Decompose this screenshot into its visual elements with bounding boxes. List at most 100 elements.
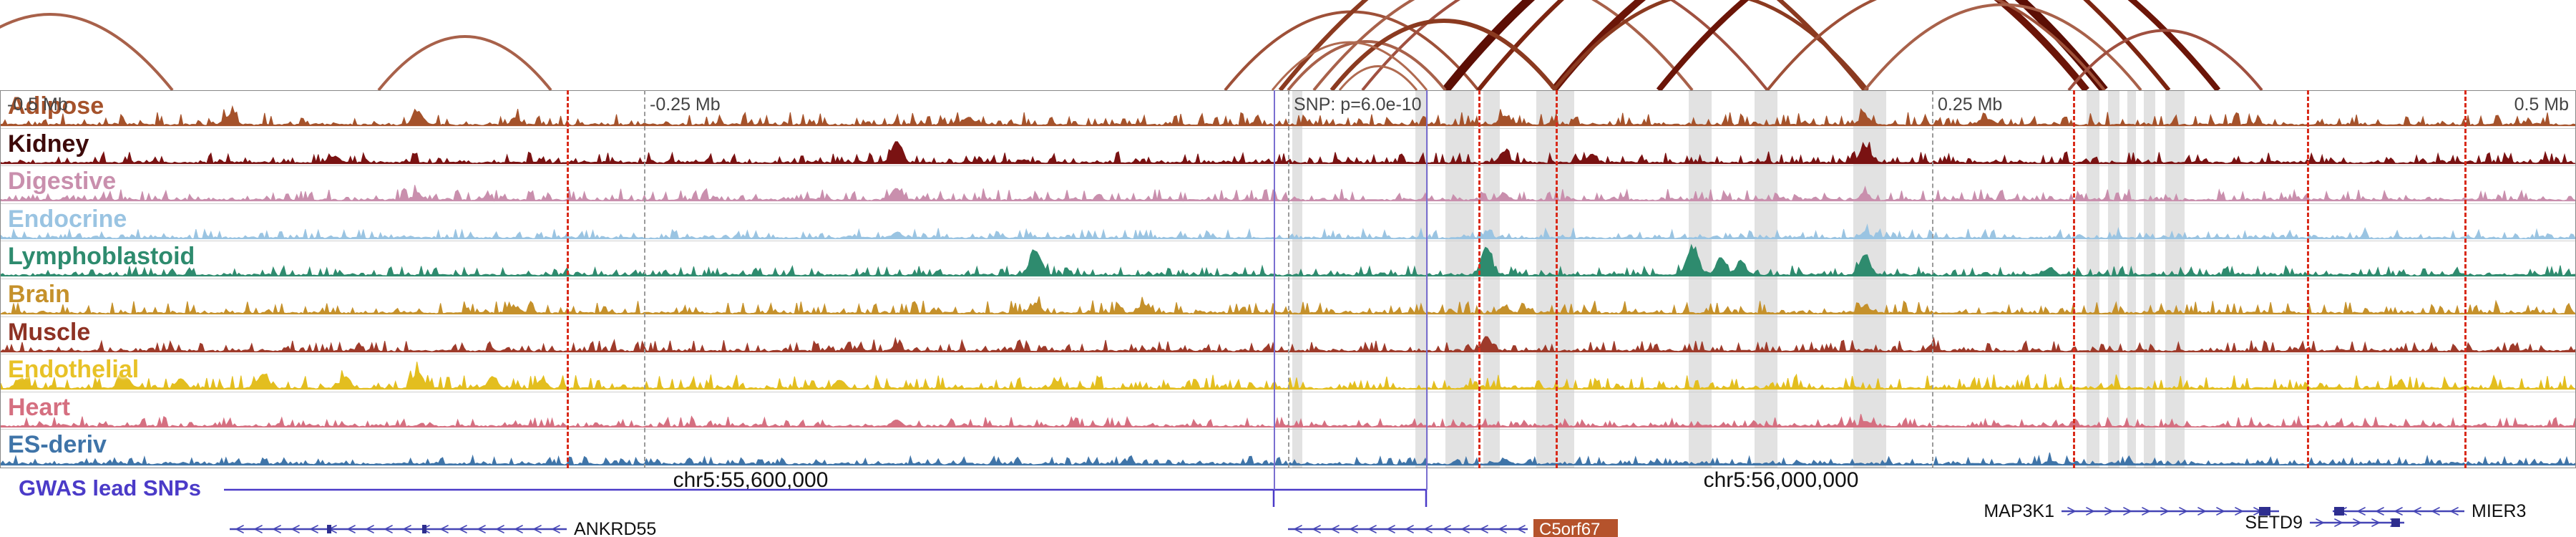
axis-tick-snp: SNP: p=6.0e-10 — [1294, 95, 1422, 115]
strand-arrow-icon — [365, 525, 374, 533]
track-signal — [1, 336, 2575, 353]
highlight-band — [1755, 90, 1777, 468]
interaction-arc — [1330, 19, 1558, 90]
track-label-muscle: Muscle — [8, 318, 91, 346]
gene-label: MIER3 — [2472, 501, 2526, 521]
gene-map3k1: MAP3K1 — [1984, 501, 2279, 521]
strand-arrow-icon — [2371, 518, 2381, 527]
strand-arrow-icon — [1293, 525, 1302, 533]
interaction-arc — [377, 35, 552, 90]
gene-label: ANKRD55 — [574, 519, 656, 537]
strand-arrow-icon — [2197, 507, 2207, 516]
track-row-muscle: Muscle — [1, 317, 2575, 355]
axis-tick-left: -0.5 Mb — [7, 95, 68, 115]
strand-arrow-icon — [1479, 525, 1488, 533]
strand-arrow-icon — [1423, 525, 1433, 533]
strand-arrow-icon — [439, 525, 449, 533]
strand-arrow-icon — [2431, 507, 2440, 516]
strand-arrow-icon — [2356, 507, 2366, 516]
strand-arrow-icon — [1367, 525, 1377, 533]
gene-label-box — [1533, 519, 1618, 537]
strand-arrow-icon — [235, 525, 244, 533]
track-signal — [1, 413, 2575, 428]
strand-arrow-icon — [514, 525, 523, 533]
strand-arrow-icon — [2449, 507, 2459, 516]
strand-arrow-icon — [2123, 507, 2132, 516]
highlight-band — [1536, 90, 1574, 468]
track-label-es-deriv: ES-deriv — [8, 431, 107, 459]
strand-arrow-icon — [1349, 525, 1358, 533]
highlight-band — [2127, 90, 2136, 468]
track-label-endothelial: Endothelial — [8, 356, 140, 384]
signal-tracks: Adipose Kidney Digestive Endocrine Lymphobla… — [0, 90, 2576, 468]
highlight-band — [1483, 90, 1500, 468]
exon-block — [2334, 507, 2344, 516]
strand-arrow-icon — [2160, 507, 2170, 516]
signal-area — [1, 185, 2575, 203]
signal-area — [1, 105, 2575, 127]
track-signal — [1, 223, 2575, 240]
strand-arrow-icon — [1498, 525, 1507, 533]
gwas-lead-snps-label: GWAS lead SNPs — [19, 475, 201, 500]
signal-area — [1, 453, 2575, 466]
track-signal — [1, 453, 2575, 466]
strand-arrow-icon — [551, 525, 560, 533]
gene-label: SETD9 — [2245, 513, 2303, 533]
track-row-heart: Heart — [1, 392, 2575, 430]
strand-arrow-icon — [458, 525, 467, 533]
track-label-endocrine: Endocrine — [8, 205, 127, 233]
strand-arrow-icon — [2104, 507, 2114, 516]
track-label-digestive: Digestive — [8, 168, 117, 195]
gene-c5orf67: C5orf67 — [1288, 519, 1618, 537]
coordinate-label: chr5:55,600,000 — [673, 468, 829, 492]
track-signal — [1, 243, 2575, 278]
annotation-track: chr5:55,600,000 chr5:56,000,000 ANKRD55 C5o… — [224, 468, 2526, 537]
exon-block — [422, 525, 426, 533]
strand-arrow-icon — [1460, 525, 1470, 533]
interaction-arc — [1361, 0, 1769, 90]
exon-block — [2391, 518, 2400, 527]
strand-arrow-icon — [2086, 507, 2095, 516]
strand-arrow-icon — [477, 525, 486, 533]
interaction-arc — [1312, 0, 1694, 90]
signal-area — [1, 223, 2575, 240]
strand-arrow-icon — [2412, 507, 2421, 516]
strand-arrow-icon — [2216, 507, 2225, 516]
strand-arrow-icon — [1516, 525, 1526, 533]
strand-arrow-icon — [495, 525, 504, 533]
highlight-band — [2087, 90, 2099, 468]
track-row-endocrine: Endocrine — [1, 204, 2575, 242]
exon-block — [2259, 507, 2270, 516]
axis-tick-quarter-right: 0.25 Mb — [1938, 95, 2003, 115]
strand-arrow-icon — [532, 525, 542, 533]
gene-label: MAP3K1 — [1984, 501, 2054, 521]
track-row-digestive: Digestive — [1, 166, 2575, 204]
highlight-band — [2108, 90, 2119, 468]
signal-area — [1, 296, 2575, 315]
interaction-arc — [1552, 0, 1869, 90]
interaction-arc — [1863, 3, 2142, 90]
interaction-arc — [1271, 41, 1428, 90]
track-signal — [1, 296, 2575, 315]
signal-area — [1, 362, 2575, 390]
strand-arrow-icon — [309, 525, 318, 533]
strand-arrow-icon — [1442, 525, 1451, 533]
track-label-heart: Heart — [8, 393, 70, 421]
strand-arrow-icon — [272, 525, 281, 533]
strand-arrow-icon — [2316, 518, 2325, 527]
track-signal — [1, 105, 2575, 127]
track-label-adipose: Adipose — [8, 92, 104, 120]
track-label-lymphoblastoid: Lymphoblastoid — [8, 243, 195, 271]
gene-ankrd55: ANKRD55 — [230, 519, 656, 537]
axis-tick-right: 0.5 Mb — [2514, 95, 2569, 115]
chromatin-interaction-arcs — [0, 0, 2263, 90]
signal-area — [1, 336, 2575, 353]
track-signal — [1, 140, 2575, 164]
track-row-brain: Brain — [1, 279, 2575, 317]
strand-arrow-icon — [346, 525, 356, 533]
strand-arrow-icon — [2067, 507, 2077, 516]
strand-arrow-icon — [2334, 518, 2343, 527]
gene-label: C5orf67 — [1539, 520, 1600, 537]
signal-area — [1, 413, 2575, 428]
